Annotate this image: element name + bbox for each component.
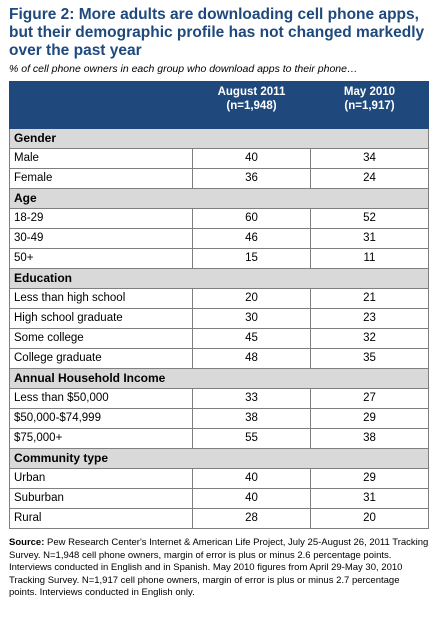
table-row: Less than high school 20 21: [9, 288, 430, 309]
value-aug2011: 15: [191, 248, 311, 269]
header-col-may2010: May 2010 (n=1,917): [309, 81, 430, 129]
value-may2010: 20: [309, 508, 430, 529]
table-row: Male 40 34: [9, 148, 430, 169]
table-row: Suburban 40 31: [9, 488, 430, 509]
row-label: 50+: [9, 248, 193, 269]
value-aug2011: 28: [191, 508, 311, 529]
row-label: $50,000-$74,999: [9, 408, 193, 429]
header-col-may2010-n: (n=1,917): [344, 100, 395, 112]
group-heading: Education: [9, 268, 429, 289]
value-aug2011: 45: [191, 328, 311, 349]
row-label: $75,000+: [9, 428, 193, 449]
table-row: Urban 40 29: [9, 468, 430, 489]
source-label: Source:: [9, 537, 45, 548]
value-may2010: 21: [309, 288, 430, 309]
row-label: Male: [9, 148, 193, 169]
table-row: 50+ 15 11: [9, 248, 430, 269]
table-row: High school graduate 30 23: [9, 308, 430, 329]
header-label-cell: [9, 81, 193, 129]
header-col-aug2011: August 2011 (n=1,948): [191, 81, 311, 129]
group-row: Age: [9, 188, 429, 209]
table-row: College graduate 48 35: [9, 348, 430, 369]
group-row: Annual Household Income: [9, 368, 429, 389]
row-label: Some college: [9, 328, 193, 349]
value-aug2011: 38: [191, 408, 311, 429]
table-row: $75,000+ 55 38: [9, 428, 430, 449]
table-header-row: August 2011 (n=1,948) May 2010 (n=1,917): [9, 81, 430, 129]
table-row: Less than $50,000 33 27: [9, 388, 430, 409]
data-table: August 2011 (n=1,948) May 2010 (n=1,917)…: [9, 81, 430, 529]
value-aug2011: 40: [191, 488, 311, 509]
figure: Figure 2: More adults are downloading ce…: [9, 6, 430, 600]
value-may2010: 34: [309, 148, 430, 169]
value-may2010: 23: [309, 308, 430, 329]
row-label: Rural: [9, 508, 193, 529]
source-text: Pew Research Center's Internet & America…: [9, 537, 429, 598]
group-row: Community type: [9, 448, 429, 469]
group-row: Gender: [9, 128, 429, 149]
value-may2010: 52: [309, 208, 430, 229]
header-col-may2010-title: May 2010: [343, 86, 396, 98]
value-aug2011: 40: [191, 148, 311, 169]
value-aug2011: 46: [191, 228, 311, 249]
group-heading: Age: [9, 188, 429, 209]
header-col-aug2011-title: August 2011: [217, 86, 286, 98]
header-col-aug2011-n: (n=1,948): [226, 100, 277, 112]
source-note: Source: Pew Research Center's Internet &…: [9, 537, 429, 600]
figure-subtitle: % of cell phone owners in each group who…: [9, 63, 358, 75]
row-label: Less than high school: [9, 288, 193, 309]
table-row: Rural 28 20: [9, 508, 430, 529]
value-may2010: 31: [309, 488, 430, 509]
value-may2010: 27: [309, 388, 430, 409]
value-may2010: 32: [309, 328, 430, 349]
value-may2010: 24: [309, 168, 430, 189]
group-heading: Community type: [9, 448, 429, 469]
row-label: Suburban: [9, 488, 193, 509]
table-row: 30-49 46 31: [9, 228, 430, 249]
row-label: 30-49: [9, 228, 193, 249]
value-may2010: 35: [309, 348, 430, 369]
value-may2010: 11: [309, 248, 430, 269]
group-heading: Annual Household Income: [9, 368, 429, 389]
value-may2010: 31: [309, 228, 430, 249]
table-row: 18-29 60 52: [9, 208, 430, 229]
table-row: Female 36 24: [9, 168, 430, 189]
table-body: Gender Male 40 34 Female 36 24 Age 18-29 60 52 30-4…: [9, 128, 430, 529]
value-aug2011: 30: [191, 308, 311, 329]
value-aug2011: 48: [191, 348, 311, 369]
value-may2010: 29: [309, 408, 430, 429]
value-may2010: 29: [309, 468, 430, 489]
row-label: Less than $50,000: [9, 388, 193, 409]
value-aug2011: 33: [191, 388, 311, 409]
value-aug2011: 60: [191, 208, 311, 229]
row-label: Female: [9, 168, 193, 189]
table-row: Some college 45 32: [9, 328, 430, 349]
value-aug2011: 55: [191, 428, 311, 449]
value-aug2011: 36: [191, 168, 311, 189]
figure-title: Figure 2: More adults are downloading ce…: [9, 6, 425, 59]
row-label: High school graduate: [9, 308, 193, 329]
table-row: $50,000-$74,999 38 29: [9, 408, 430, 429]
value-aug2011: 40: [191, 468, 311, 489]
value-aug2011: 20: [191, 288, 311, 309]
row-label: Urban: [9, 468, 193, 489]
row-label: College graduate: [9, 348, 193, 369]
row-label: 18-29: [9, 208, 193, 229]
value-may2010: 38: [309, 428, 430, 449]
group-row: Education: [9, 268, 429, 289]
group-heading: Gender: [9, 128, 429, 149]
